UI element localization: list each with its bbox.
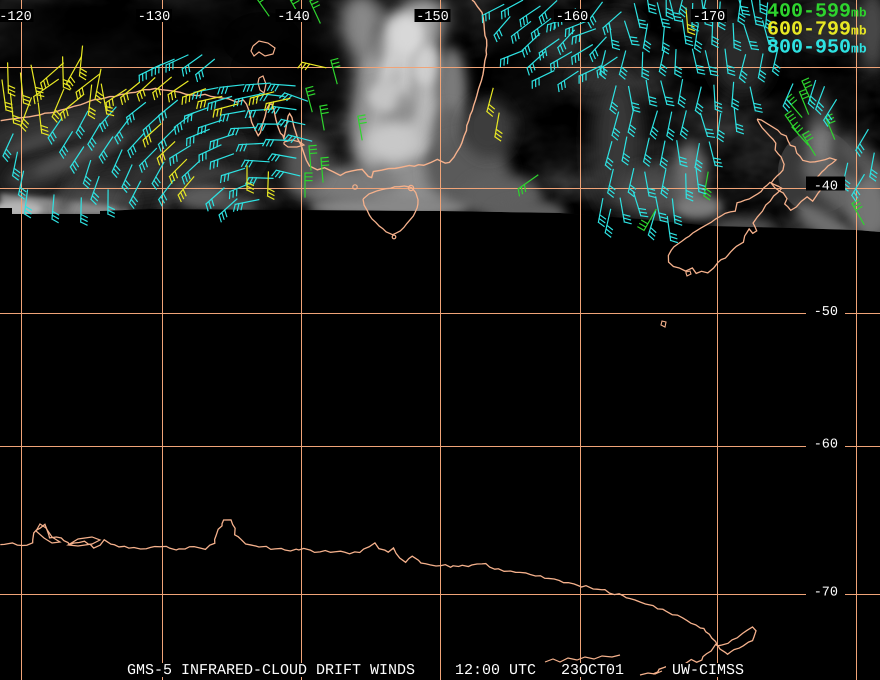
svg-text:12:00 UTC: 12:00 UTC <box>455 662 536 679</box>
svg-text:-120: -120 <box>0 10 32 25</box>
svg-text:-170: -170 <box>693 10 725 25</box>
svg-text:400-599mb: 400-599mb <box>767 1 867 24</box>
svg-text:GMS-5 INFRARED-CLOUD DRIFT WIN: GMS-5 INFRARED-CLOUD DRIFT WINDS <box>127 662 415 679</box>
svg-text:800-950mb: 800-950mb <box>767 37 867 60</box>
svg-text:-130: -130 <box>138 10 170 25</box>
svg-text:-140: -140 <box>277 10 309 25</box>
svg-text:-60: -60 <box>814 438 838 453</box>
svg-text:-70: -70 <box>814 586 838 601</box>
svg-text:-40: -40 <box>814 180 838 195</box>
svg-text:23OCT01: 23OCT01 <box>561 662 624 679</box>
svg-text:-160: -160 <box>556 10 588 25</box>
svg-text:600-799mb: 600-799mb <box>767 19 867 42</box>
svg-text:UW-CIMSS: UW-CIMSS <box>672 662 744 679</box>
svg-text:-150: -150 <box>416 10 448 25</box>
svg-text:-50: -50 <box>814 305 838 320</box>
